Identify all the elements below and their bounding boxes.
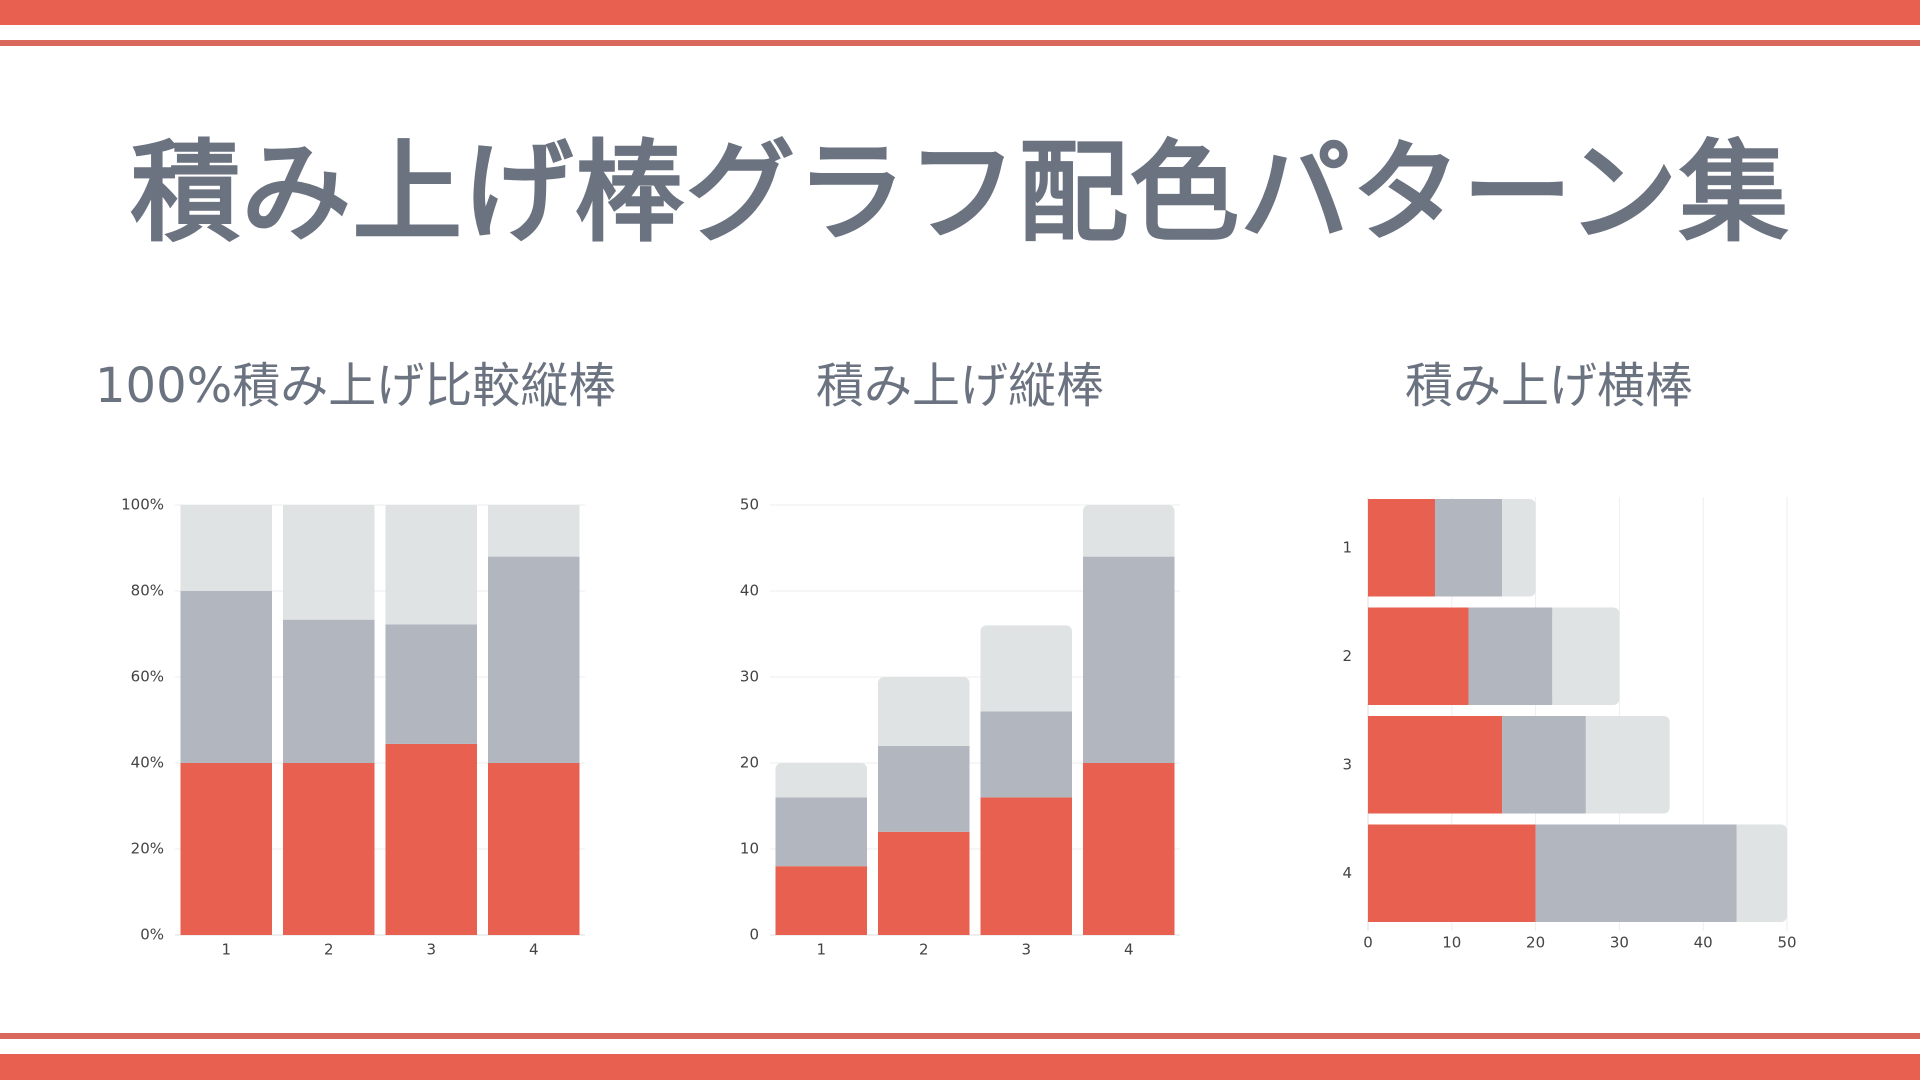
bar-segment <box>1083 505 1175 557</box>
bar-segment <box>1368 716 1503 814</box>
bar-segment <box>180 505 272 591</box>
bar-segment <box>980 625 1072 712</box>
bar-segment <box>385 624 477 744</box>
bar-segment <box>980 797 1072 935</box>
x-tick-label: 10 <box>1442 934 1461 952</box>
x-tick-label: 2 <box>324 941 334 959</box>
bar-segment <box>775 797 867 867</box>
y-tick-label: 80% <box>131 582 164 600</box>
x-tick-label: 3 <box>1021 941 1031 959</box>
x-tick-label: 1 <box>816 941 826 959</box>
bar-segment <box>488 763 580 935</box>
bar-segment <box>1435 499 1503 597</box>
page-title: 積み上げ棒グラフ配色パターン集 <box>130 129 1790 257</box>
bar-segment <box>775 866 867 935</box>
bar-segment <box>1535 824 1737 922</box>
bar-segment <box>1585 716 1670 814</box>
y-tick-label: 100% <box>121 496 164 514</box>
bar-segment <box>283 763 375 935</box>
y-tick-label: 1 <box>1342 538 1352 556</box>
y-tick-label: 4 <box>1342 864 1352 882</box>
bar-segment <box>1552 607 1620 705</box>
bar-segment <box>878 677 970 746</box>
y-tick-label: 3 <box>1342 755 1352 773</box>
bar-segment-base <box>1502 499 1511 597</box>
x-tick-label: 1 <box>221 941 231 959</box>
y-tick-label: 0% <box>140 926 164 944</box>
y-tick-label: 40% <box>131 754 164 772</box>
top-accent-line <box>0 40 1920 46</box>
y-tick-label: 2 <box>1342 647 1352 665</box>
bar-segment <box>488 556 580 763</box>
chart-title-percent-stacked: 100%積み上げ比較縦棒 <box>95 358 617 414</box>
bar-segment-base <box>980 703 1072 712</box>
bar-segment <box>878 745 970 832</box>
bar-segment-base <box>878 737 970 746</box>
bar-segment <box>1368 499 1436 597</box>
bottom-accent-line <box>0 1033 1920 1039</box>
bar-segment <box>180 763 272 935</box>
chart-title-stacked-bar: 積み上げ横棒 <box>1404 358 1693 414</box>
bar-segment-base <box>1585 716 1594 814</box>
x-tick-label: 50 <box>1777 934 1796 952</box>
x-tick-label: 0 <box>1363 934 1373 952</box>
y-tick-label: 50 <box>740 496 759 514</box>
bar-segment <box>980 711 1072 798</box>
bar-segment <box>1736 824 1787 922</box>
bar-segment <box>1083 556 1175 763</box>
y-tick-label: 40 <box>740 582 759 600</box>
bar-segment-base <box>1083 548 1175 557</box>
x-tick-label: 2 <box>919 941 929 959</box>
bar-segment <box>1468 607 1553 705</box>
bottom-accent-band <box>0 1054 1920 1080</box>
bar-segment-base <box>1736 824 1745 922</box>
bar-segment <box>180 591 272 763</box>
bar-segment <box>1502 499 1536 597</box>
y-tick-label: 20% <box>131 840 164 858</box>
y-tick-label: 10 <box>740 840 759 858</box>
y-tick-label: 20 <box>740 754 759 772</box>
bar-segment <box>1083 763 1175 935</box>
bar-segment-base <box>775 789 867 798</box>
bar-segment <box>1502 716 1586 814</box>
x-tick-label: 3 <box>426 941 436 959</box>
chart-title-stacked-column: 積み上げ縦棒 <box>815 358 1104 414</box>
x-tick-label: 30 <box>1610 934 1629 952</box>
x-tick-label: 20 <box>1526 934 1545 952</box>
x-tick-label: 40 <box>1694 934 1713 952</box>
bar-segment <box>775 763 867 798</box>
x-tick-label: 4 <box>1124 941 1134 959</box>
bar-segment <box>1368 607 1469 705</box>
y-tick-label: 0 <box>749 926 759 944</box>
x-tick-label: 4 <box>529 941 539 959</box>
bar-segment <box>283 619 375 763</box>
y-tick-label: 30 <box>740 668 759 686</box>
bar-segment <box>1368 824 1536 922</box>
top-accent-band <box>0 0 1920 25</box>
bar-segment <box>878 831 970 935</box>
bar-segment <box>283 505 375 620</box>
bar-segment <box>488 505 580 557</box>
y-tick-label: 60% <box>131 668 164 686</box>
bar-segment <box>385 505 477 625</box>
bar-segment-base <box>1552 607 1561 705</box>
bar-segment <box>385 743 477 935</box>
